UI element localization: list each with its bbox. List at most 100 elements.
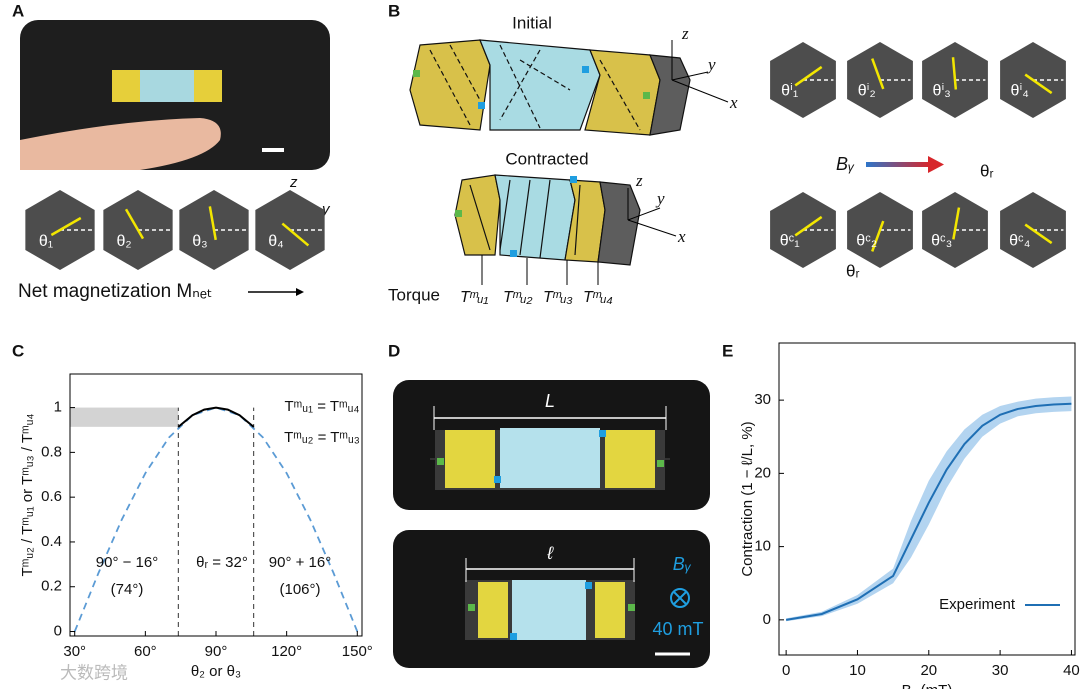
angle-label: θ₂ xyxy=(116,233,131,250)
x-tick-label: 0 xyxy=(782,662,790,679)
x-tick-label: 30 xyxy=(992,662,1009,679)
magnetization-arrow xyxy=(208,206,217,241)
y-tick-label: 0 xyxy=(54,622,62,639)
magnetization-arrow xyxy=(124,208,145,240)
error-band xyxy=(786,396,1072,622)
angle-label: θᶜ₃ xyxy=(931,233,952,250)
shaded-region xyxy=(70,407,179,427)
angle-label: θ₄ xyxy=(268,233,283,250)
angle-label: θ₃ xyxy=(192,233,207,250)
x-tick-label: 60° xyxy=(134,643,157,660)
x-tick-label: 20 xyxy=(920,662,937,679)
axis-label: y xyxy=(321,201,331,218)
angle-label: θⁱ₃ xyxy=(933,83,951,100)
photo xyxy=(20,20,330,170)
field-label: Bᵧ xyxy=(836,154,855,174)
torque-unit: Tᵐᵤ₂ xyxy=(503,289,533,306)
axis-label: z xyxy=(681,24,689,43)
field-arrow xyxy=(866,162,930,167)
arrow-head xyxy=(296,288,304,296)
axis-label: y xyxy=(706,55,716,74)
y-tick-label: 0.6 xyxy=(41,488,62,505)
angle-label: θⁱ₂ xyxy=(858,83,876,100)
photo xyxy=(393,530,710,668)
x-axis-label: Bᵧ (mT) xyxy=(902,682,953,689)
photo xyxy=(393,380,710,510)
panel-label: C xyxy=(12,341,24,360)
watermark: 大数跨境 xyxy=(60,663,128,682)
magnetization-arrow xyxy=(794,65,823,87)
axis-label: z xyxy=(635,171,643,190)
y-tick-label: 10 xyxy=(754,538,771,555)
legend-label: Experiment xyxy=(939,596,1016,613)
field-label: Bᵧ xyxy=(673,554,692,574)
x-tick-label: 90° xyxy=(205,643,228,660)
x-tick-label: 40 xyxy=(1063,662,1080,679)
data-line xyxy=(73,406,359,632)
magnetization-arrow xyxy=(871,58,885,90)
panel-label: E xyxy=(722,341,733,360)
angle-label: θⁱ₄ xyxy=(1011,83,1029,100)
y-tick-label: 1 xyxy=(54,399,62,416)
magnetization-arrow xyxy=(794,215,823,237)
annotation: (106°) xyxy=(279,581,320,598)
annotation: (74°) xyxy=(111,581,144,598)
data-line xyxy=(785,402,1072,621)
panel-label: D xyxy=(388,341,400,360)
axis-label: x xyxy=(729,93,738,112)
angle-label: θ₁ xyxy=(39,233,53,250)
torque-unit: Tᵐᵤ₄ xyxy=(583,289,613,306)
axes xyxy=(627,188,677,237)
prism-contracted xyxy=(454,174,641,266)
diagram-title: Contracted xyxy=(505,149,588,168)
axis-label: x xyxy=(677,227,686,246)
torque-unit: Tᵐᵤ₁ xyxy=(460,289,488,306)
angle-label: θᶜ₁ xyxy=(780,233,800,250)
axis-label: y xyxy=(655,189,665,208)
magnetization-arrow xyxy=(1024,73,1053,95)
y-tick-label: 20 xyxy=(754,464,771,481)
angle-label: θᶜ₂ xyxy=(856,233,877,250)
magnetization-arrow xyxy=(1024,223,1053,245)
field-strength: 40 mT xyxy=(652,619,703,639)
magnetization-arrow xyxy=(951,57,958,90)
annotation: Tᵐᵤ₁ = Tᵐᵤ₄ xyxy=(285,398,360,415)
angle-label: θⁱ₁ xyxy=(781,83,798,100)
rotation-label: θᵣ xyxy=(980,161,994,180)
field-arrow-head xyxy=(928,156,944,173)
data-line xyxy=(177,406,255,428)
x-axis-label: θ₂ or θ₃ xyxy=(191,663,241,680)
y-tick-label: 0.4 xyxy=(41,533,62,550)
rotation-label: θᵣ xyxy=(846,261,860,280)
torque-unit: Tᵐᵤ₃ xyxy=(543,289,573,306)
panel-label: B xyxy=(388,1,400,20)
prism-initial xyxy=(409,39,691,136)
diagram-title: Initial xyxy=(512,13,552,32)
annotation: 90° − 16° xyxy=(96,554,158,571)
length-label: ℓ xyxy=(546,543,554,563)
x-tick-label: 120° xyxy=(271,643,302,660)
torque-label: Torque xyxy=(388,285,440,304)
magnetization-arrow xyxy=(952,207,961,240)
torque-leaders xyxy=(481,255,599,285)
magnetization-arrow xyxy=(281,222,310,247)
x-tick-label: 10 xyxy=(849,662,866,679)
y-axis-label: Tᵐᵤ₂ / Tᵐᵤ₁ or Tᵐᵤ₃ / Tᵐᵤ₄ xyxy=(19,414,36,577)
y-tick-label: 0.2 xyxy=(41,578,62,595)
annotation: Tᵐᵤ₂ = Tᵐᵤ₃ xyxy=(284,429,360,446)
plot-frame xyxy=(778,342,1076,656)
axis-label: z xyxy=(289,174,298,191)
magnetization-arrow xyxy=(50,216,82,237)
x-tick-label: 30° xyxy=(63,643,86,660)
y-axis-label: Contraction (1 − ℓ/L, %) xyxy=(739,421,756,576)
caption: Net magnetization Mₙₑₜ xyxy=(18,281,212,302)
length-label: L xyxy=(545,391,555,411)
panel-label: A xyxy=(12,1,24,20)
y-tick-label: 30 xyxy=(754,391,771,408)
y-tick-label: 0.8 xyxy=(41,443,62,460)
magnetization-arrow xyxy=(871,220,885,252)
annotation: θᵣ = 32° xyxy=(196,554,248,571)
axes xyxy=(671,40,729,103)
y-tick-label: 0 xyxy=(763,611,771,628)
